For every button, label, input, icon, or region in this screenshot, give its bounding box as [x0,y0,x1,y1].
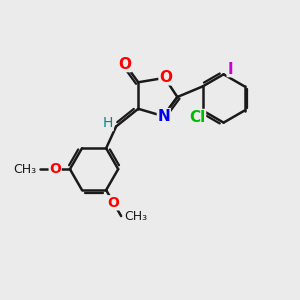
Text: CH₃: CH₃ [125,210,148,223]
Text: O: O [159,70,172,85]
Text: Cl: Cl [189,110,206,124]
Text: I: I [227,61,233,76]
Text: O: O [118,56,131,71]
Text: H: H [103,116,113,130]
Text: O: O [49,162,61,176]
Text: O: O [108,196,119,210]
Text: CH₃: CH₃ [13,163,36,176]
Text: N: N [158,109,170,124]
